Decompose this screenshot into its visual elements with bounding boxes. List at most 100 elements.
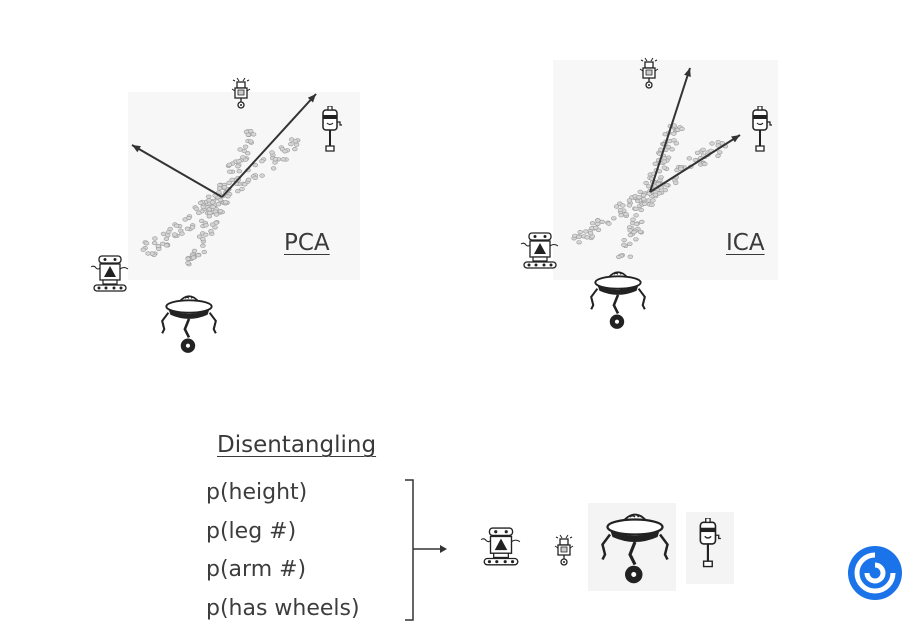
factor-list: p(height) p(leg #) p(arm #) p(has wheels… [206,474,360,628]
scatter-point [621,242,627,247]
scatter-point [269,150,275,155]
ica-label: ICA [726,230,765,256]
scatter-point [173,223,180,228]
scatter-point [686,156,692,161]
scatter-point [694,150,701,155]
scatter-point [662,188,668,193]
scatter-point [702,161,708,167]
scatter-point [236,169,243,174]
scatter-point [649,202,655,207]
scatter-point [584,235,590,240]
scatter-point [627,233,634,238]
scatter-point [673,141,679,146]
flying-saucer-robot-icon [595,507,675,587]
scatter-point [633,221,640,227]
scatter-point [201,249,208,255]
scatter-point [620,203,626,208]
scatter-point [627,241,633,246]
scatter-point [292,139,299,144]
scatter-point [227,169,233,174]
scatter-point [715,143,721,148]
component-arrowhead [132,145,141,153]
scatter-point [179,231,185,236]
scatter-point [671,131,677,136]
disentangling-label: Disentangling [217,432,377,458]
scatter-point [700,147,706,152]
scatter-point [589,221,596,226]
scatter-point [599,219,605,224]
scatter-point [679,126,685,131]
scatter-point [652,161,658,166]
scatter-point [226,162,233,167]
factor-height: p(height) [206,480,308,505]
scatter-point [200,236,206,241]
scatter-point [209,222,216,227]
scatter-point [658,175,664,180]
scatter-point [636,195,642,200]
scatter-point [245,132,252,137]
scatter-point [577,230,583,235]
scatter-point [193,206,200,211]
scatter-point [259,173,265,178]
scatter-point [673,180,679,185]
component-arrowhead [684,68,691,77]
scatter-point [715,153,721,158]
scatter-point [633,206,639,211]
scatter-point [163,243,170,248]
scatter-point [248,139,254,144]
scatter-point [626,203,633,208]
scatter-point [217,197,224,203]
scatter-point [669,147,675,152]
scatter-point [661,159,668,164]
scatter-point [225,194,231,199]
scatter-point [627,228,633,233]
deepmind-logo [848,546,902,600]
scatter-point [240,155,246,160]
tall-antenna-robot-icon [552,533,576,567]
one-leg-robot-icon [697,518,721,572]
scatter-point [221,185,228,190]
wheeled-tread-robot-icon [480,527,522,569]
scatter-point [630,217,636,222]
scatter-point [250,132,257,137]
scatter-point [203,232,209,237]
scatter-point [643,180,649,186]
pca-label: PCA [284,230,330,256]
scatter-point [189,225,196,230]
scatter-point [199,218,205,223]
scatter-point [151,240,158,246]
factor-has-wheels: p(has wheels) [206,595,360,621]
scatter-point [652,192,659,197]
component-arrow [131,144,223,198]
scatter-point [163,236,170,241]
scatter-point [184,226,191,231]
scatter-point [633,213,639,218]
scatter-point [252,163,259,168]
scatter-point [272,157,279,162]
scatter-point [640,197,647,202]
scatter-point [143,241,150,246]
scatter-point [239,186,245,192]
scatter-point [671,138,677,143]
scatter-point [623,212,629,217]
scatter-point [196,210,202,215]
scatter-point [627,254,633,259]
scatter-point [209,200,216,205]
scatter-point [637,189,643,194]
scatter-point [576,234,582,239]
scatter-point [197,200,204,205]
scatter-point [593,225,599,230]
scatter-point [282,149,288,154]
scatter-point [210,204,216,209]
component-arrowhead [731,135,740,143]
scatter-point [640,193,647,198]
scatter-point [185,260,191,266]
scatter-point [226,180,232,185]
scatter-point [616,254,622,260]
scatter-point [576,240,582,245]
scatter-point [292,147,298,152]
scatter-point [617,207,624,213]
factor-leg-count: p(leg #) [206,518,297,544]
